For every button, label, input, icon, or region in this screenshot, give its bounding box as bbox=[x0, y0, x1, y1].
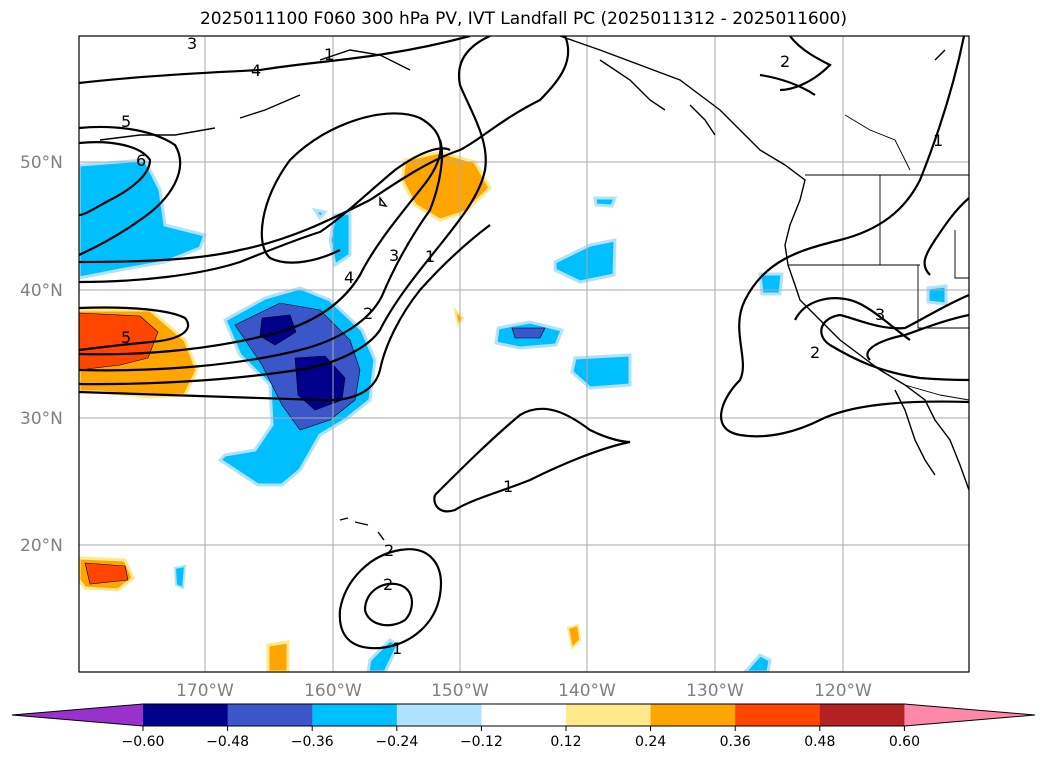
latitude-label: 50°N bbox=[20, 153, 63, 173]
colorbar-segment bbox=[227, 704, 313, 726]
contour-label: 1 bbox=[503, 477, 513, 496]
colorbar-tick-label: −0.24 bbox=[375, 734, 418, 750]
latitude-label: 20°N bbox=[20, 536, 63, 556]
negative-anomaly-region bbox=[259, 314, 297, 346]
contour-label: 3 bbox=[187, 34, 197, 53]
contour-label: 6 bbox=[136, 151, 146, 170]
plot-area bbox=[79, 36, 969, 672]
colorbar-segment bbox=[143, 704, 229, 726]
colorbar-tick-label: 0.60 bbox=[889, 734, 920, 750]
colorbar: −0.60 −0.48 −0.36 −0.24 −0.12 0.12 0.24 0.36 0.4… bbox=[11, 703, 1036, 750]
latitude-label: 40°N bbox=[20, 281, 63, 301]
colorbar-tick-label: 0.36 bbox=[720, 734, 751, 750]
contour-label: 3 bbox=[875, 305, 885, 324]
negative-anomaly-region bbox=[553, 238, 617, 284]
contour-label: 2 bbox=[780, 52, 790, 71]
negative-anomaly-region bbox=[926, 284, 948, 306]
contour-label: 4 bbox=[251, 61, 261, 80]
longitude-label: 170°W bbox=[176, 681, 234, 701]
colorbar-tick-label: −0.36 bbox=[291, 734, 334, 750]
longitude-label: 140°W bbox=[558, 681, 616, 701]
negative-anomaly-region bbox=[366, 638, 400, 672]
contour-label: 2 bbox=[383, 575, 393, 594]
negative-anomaly-region bbox=[511, 327, 546, 339]
contour-label: 3 bbox=[389, 246, 399, 265]
colorbar-segment bbox=[650, 704, 736, 726]
colorbar-extend-min bbox=[12, 704, 143, 726]
colorbar-tick-label: 0.24 bbox=[635, 734, 666, 750]
longitude-label: 150°W bbox=[431, 681, 489, 701]
contour-label: 5 bbox=[121, 328, 131, 347]
negative-anomaly-region bbox=[742, 653, 772, 672]
colorbar-segment bbox=[819, 704, 905, 726]
negative-anomaly-region bbox=[173, 564, 187, 590]
colorbar-tick-label: −0.60 bbox=[122, 734, 165, 750]
contour-label: 1 bbox=[933, 131, 943, 150]
colorbar-tick-label: −0.12 bbox=[460, 734, 503, 750]
longitude-label: 130°W bbox=[686, 681, 744, 701]
positive-anomaly-region bbox=[84, 562, 129, 585]
negative-anomaly-region bbox=[593, 196, 618, 208]
colorbar-segment bbox=[735, 704, 821, 726]
positive-anomaly-region bbox=[566, 623, 582, 651]
positive-anomaly-region bbox=[266, 640, 290, 672]
longitude-label: 160°W bbox=[304, 681, 362, 701]
longitude-label: 120°W bbox=[814, 681, 872, 701]
contour-label: 1 bbox=[392, 639, 402, 658]
latitude-label: 30°N bbox=[20, 409, 63, 429]
contour-label: 1 bbox=[425, 247, 435, 266]
colorbar-segment bbox=[312, 704, 398, 726]
positive-anomaly-region bbox=[79, 312, 159, 371]
colorbar-tick-label: 0.48 bbox=[804, 734, 835, 750]
colorbar-segment bbox=[481, 704, 567, 726]
contour-label: 1 bbox=[324, 45, 334, 64]
colorbar-extend-max bbox=[904, 704, 1035, 726]
colorbar-segment bbox=[566, 704, 652, 726]
longitude-axis: 170°W 160°W 150°W 140°W 130°W 120°W bbox=[176, 681, 872, 701]
negative-anomaly-region bbox=[311, 207, 328, 221]
graticule bbox=[79, 36, 969, 672]
colorbar-tick-label: 0.12 bbox=[550, 734, 581, 750]
pv-contours bbox=[79, 36, 969, 650]
contour-label: 2 bbox=[363, 304, 373, 323]
map-title: 2025011100 F060 300 hPa PV, IVT Landfall… bbox=[199, 9, 847, 29]
contour-label: 2 bbox=[810, 343, 820, 362]
colorbar-tick-label: −0.48 bbox=[206, 734, 249, 750]
negative-anomaly-region bbox=[758, 272, 784, 296]
latitude-axis: 50°N 40°N 30°N 20°N bbox=[20, 153, 63, 556]
contour-label: 4 bbox=[344, 268, 354, 287]
colorbar-segment bbox=[396, 704, 482, 726]
political-borders bbox=[788, 114, 969, 401]
contour-labels: 3 4 5 6 4 3 2 1 5 2 1 2 1 3 2 1 2 1 bbox=[121, 34, 943, 658]
map-frame bbox=[78, 35, 970, 673]
contour-label: 5 bbox=[121, 112, 131, 131]
contour-label: 2 bbox=[384, 541, 394, 560]
